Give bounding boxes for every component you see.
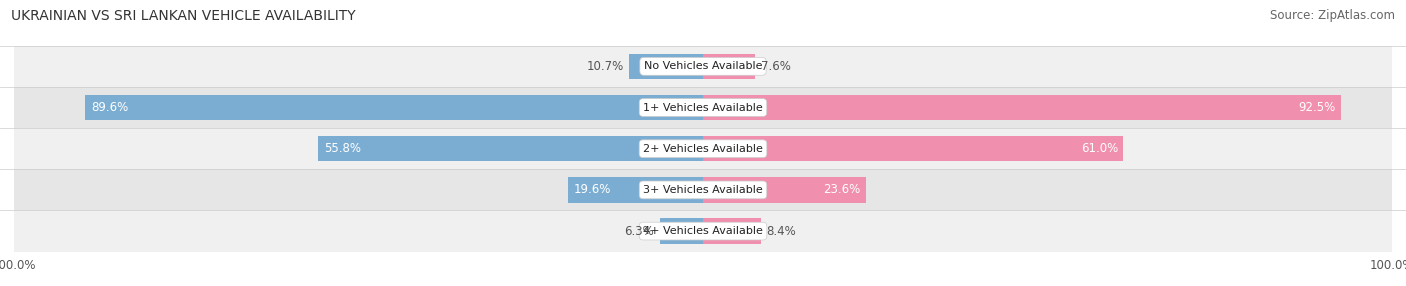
Text: 4+ Vehicles Available: 4+ Vehicles Available xyxy=(643,226,763,236)
Text: Source: ZipAtlas.com: Source: ZipAtlas.com xyxy=(1270,9,1395,21)
Text: 61.0%: 61.0% xyxy=(1081,142,1118,155)
Text: 92.5%: 92.5% xyxy=(1298,101,1336,114)
Bar xyxy=(703,95,1340,120)
Text: 10.7%: 10.7% xyxy=(586,60,624,73)
Text: 7.6%: 7.6% xyxy=(761,60,790,73)
Bar xyxy=(14,210,1392,252)
Text: 55.8%: 55.8% xyxy=(323,142,361,155)
Bar xyxy=(14,128,1392,169)
Bar xyxy=(630,53,703,79)
Bar xyxy=(703,136,1123,162)
Bar xyxy=(568,177,703,203)
Text: 89.6%: 89.6% xyxy=(91,101,128,114)
Bar xyxy=(703,53,755,79)
Text: 3+ Vehicles Available: 3+ Vehicles Available xyxy=(643,185,763,195)
Text: 19.6%: 19.6% xyxy=(574,183,610,196)
Bar xyxy=(14,87,1392,128)
Bar xyxy=(703,218,761,244)
Bar xyxy=(14,169,1392,210)
Bar xyxy=(318,136,703,162)
Bar xyxy=(659,218,703,244)
Text: 2+ Vehicles Available: 2+ Vehicles Available xyxy=(643,144,763,154)
Text: 1+ Vehicles Available: 1+ Vehicles Available xyxy=(643,103,763,112)
Bar xyxy=(14,46,1392,87)
Text: UKRAINIAN VS SRI LANKAN VEHICLE AVAILABILITY: UKRAINIAN VS SRI LANKAN VEHICLE AVAILABI… xyxy=(11,9,356,23)
Text: No Vehicles Available: No Vehicles Available xyxy=(644,61,762,71)
Text: 6.3%: 6.3% xyxy=(624,225,654,238)
Bar xyxy=(703,177,866,203)
Text: 8.4%: 8.4% xyxy=(766,225,796,238)
Text: 23.6%: 23.6% xyxy=(823,183,860,196)
Bar xyxy=(86,95,703,120)
